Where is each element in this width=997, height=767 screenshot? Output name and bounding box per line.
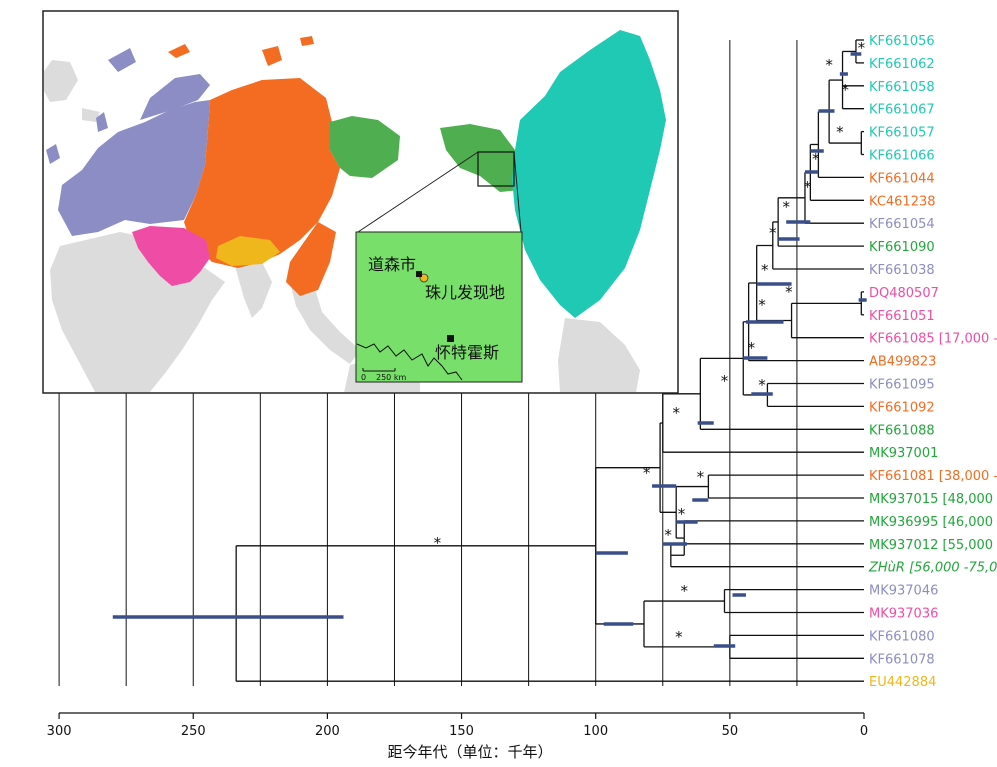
support-asterisk: * — [785, 283, 793, 301]
tip-label: KF661095 — [869, 378, 935, 393]
dawson-marker — [416, 271, 422, 277]
support-asterisk: * — [748, 339, 756, 357]
india-land — [235, 262, 272, 318]
tip-label: MK937046 — [869, 584, 938, 599]
map-panel: 道森市 珠儿发现地 怀特霍斯 0 250 km — [42, 10, 679, 394]
tip-label: MK937012 [55,000 - 75,000] — [869, 538, 997, 553]
axis-tick-label: 100 — [583, 724, 608, 739]
axis-tick-label: 250 — [181, 724, 206, 739]
scale-zero-label: 0 — [361, 373, 366, 382]
canada-region — [512, 30, 666, 318]
east-asia-coast-region — [286, 222, 336, 296]
tree-branches — [235, 39, 864, 682]
arctic-islands-land — [82, 108, 100, 122]
axis-ticks: 300 250 200 150 100 50 0 — [47, 713, 868, 739]
axis-tick-label: 300 — [47, 724, 72, 739]
tibet-region — [216, 236, 280, 266]
middle-east-region — [132, 226, 210, 286]
south-america-land — [558, 318, 640, 392]
alaska-region — [440, 124, 520, 192]
tip-label: KF661066 — [869, 149, 935, 164]
tip-label: EU442884 — [869, 675, 936, 690]
support-asterisk: * — [680, 582, 688, 600]
support-asterisk: * — [434, 534, 442, 552]
axis-tick-label: 0 — [860, 724, 868, 739]
tip-label: KF661092 — [869, 400, 935, 415]
tip-label: ZHùR [56,000 -75,000] — [868, 561, 997, 576]
dawson-label: 道森市 — [368, 255, 416, 274]
arctic-islands-orange — [168, 36, 314, 66]
support-asterisk: * — [678, 505, 686, 523]
tip-label: KF661056 — [869, 34, 935, 49]
support-asterisk: * — [812, 150, 820, 168]
tip-label: KF661044 — [869, 171, 935, 186]
support-asterisk: * — [697, 468, 705, 486]
axis-tick-label: 200 — [315, 724, 340, 739]
tip-label: KF661067 — [869, 103, 935, 118]
tip-label: KF661090 — [869, 240, 935, 255]
tip-label: MK937015 [48,000 - 66,000] — [869, 492, 997, 507]
support-markers: ********* ************* — [434, 39, 866, 646]
inset-coastline — [356, 343, 463, 381]
inset-map: 道森市 珠儿发现地 怀特霍斯 0 250 km — [355, 231, 523, 383]
europe-region — [58, 100, 210, 236]
tip-label: KF661080 — [869, 629, 935, 644]
support-asterisk: * — [782, 198, 790, 216]
scandinavia-region — [140, 74, 210, 120]
support-asterisk: * — [825, 56, 833, 74]
support-asterisk: * — [769, 224, 777, 242]
support-asterisk: * — [721, 372, 729, 390]
inset-zoom-line-right — [513, 151, 522, 233]
tip-label: KF661057 — [869, 126, 935, 141]
time-axis: 300 250 200 150 100 50 0 距今年代（单位：千年） — [47, 712, 868, 761]
tip-label: MK937001 — [869, 446, 938, 461]
find-site-label: 珠儿发现地 — [425, 283, 505, 302]
scale-bar: 0 250 km — [361, 368, 406, 382]
tip-label: KF661054 — [869, 217, 935, 232]
tip-label: KF661058 — [869, 80, 935, 95]
tip-label: KF661062 — [869, 57, 935, 72]
support-asterisk: * — [672, 404, 680, 422]
southeast-asia-land — [290, 282, 360, 364]
british-isles-region — [46, 112, 108, 164]
tip-label: KF661038 — [869, 263, 935, 278]
tip-label: KF661081 [38,000 - 59,000] — [869, 469, 997, 484]
tip-label: KF661051 — [869, 309, 935, 324]
support-asterisk: * — [841, 81, 849, 99]
tip-label: AB499823 — [869, 355, 936, 370]
axis-title: 距今年代（单位：千年） — [387, 743, 552, 761]
support-asterisk: * — [643, 464, 651, 482]
axis-tick-label: 50 — [722, 724, 739, 739]
support-asterisk: * — [758, 376, 766, 394]
tip-label: KC461238 — [869, 194, 936, 209]
tip-label: KF661088 — [869, 423, 935, 438]
tip-label: MK936995 [46,000 - 62,000] — [869, 515, 997, 530]
whitehorse-label: 怀特霍斯 — [435, 343, 499, 362]
inset-source-box — [477, 151, 515, 187]
tip-label: KF661085 [17,000 - 32,000] — [869, 332, 997, 347]
siberia-region — [184, 78, 340, 268]
tip-label: KF661078 — [869, 652, 935, 667]
support-asterisk: * — [804, 178, 812, 196]
support-asterisk: * — [675, 628, 683, 646]
whitehorse-marker — [447, 335, 454, 342]
support-asterisk: * — [836, 123, 844, 141]
inset-frame — [355, 231, 523, 383]
support-asterisk: * — [664, 526, 672, 544]
chukotka-region — [330, 116, 400, 178]
tip-label: DQ480507 — [869, 286, 939, 301]
axis-tick-label: 150 — [449, 724, 474, 739]
node-age-interval-bars — [112, 52, 867, 648]
scale-bar-label: 250 km — [376, 373, 406, 382]
support-asterisk: * — [858, 39, 866, 57]
support-asterisk: * — [761, 261, 769, 279]
novaya-zemlya-region — [108, 48, 136, 72]
greenland-land — [44, 60, 78, 102]
support-asterisk: * — [758, 296, 766, 314]
inset-zoom-line-left — [357, 151, 479, 233]
tip-labels: KF661056 KF661062 KF661058 KF661067 KF661057… — [868, 34, 997, 690]
tip-label: MK937036 — [869, 607, 938, 622]
